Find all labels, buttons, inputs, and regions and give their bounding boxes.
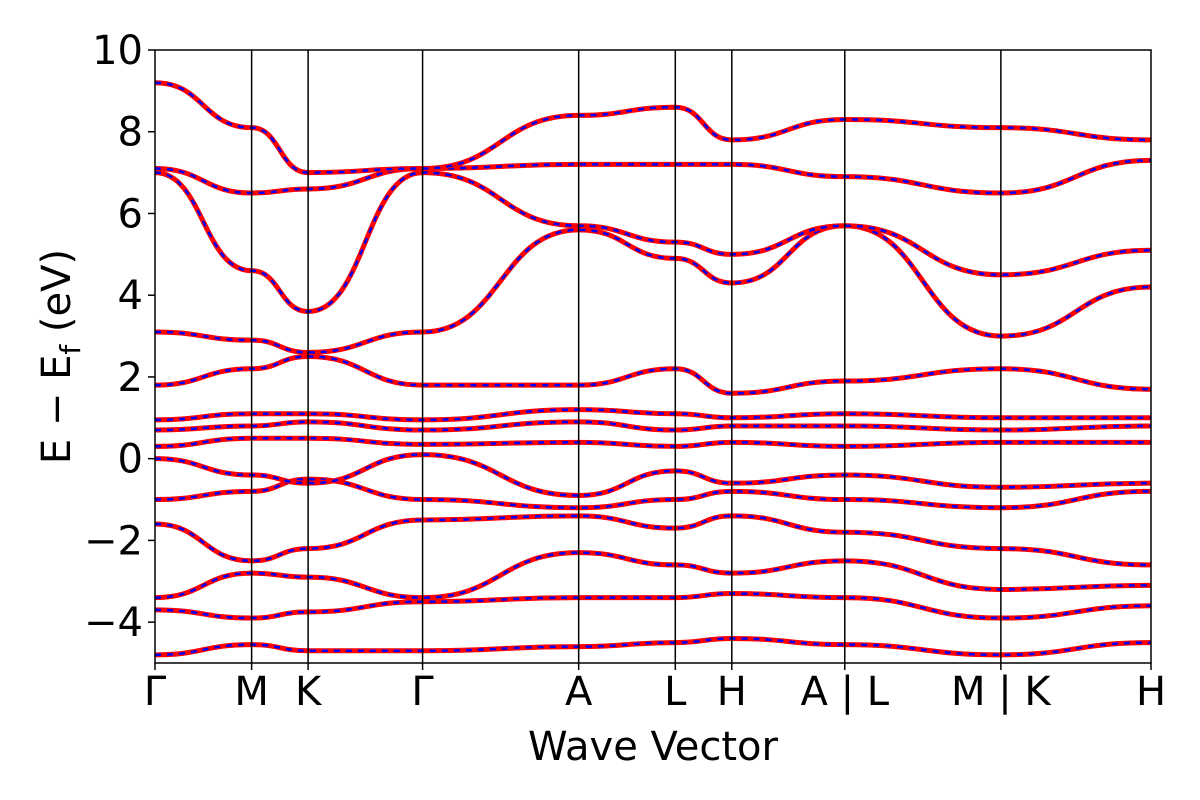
band-7-overlay <box>155 436 1151 448</box>
x-tick-label: M <box>234 669 269 715</box>
high-symmetry-lines <box>250 50 1002 663</box>
x-tick-label: H <box>1136 669 1166 715</box>
y-axis-label-unit: (eV) <box>34 249 80 345</box>
band-8-overlay <box>155 420 1151 432</box>
x-tick-label: L <box>664 669 687 715</box>
y-axis-label-subscript: f <box>54 344 87 355</box>
band-10-overlay <box>155 355 1151 395</box>
y-tick-label: 6 <box>118 191 143 237</box>
band-12-overlay <box>155 171 1151 313</box>
x-tick-label: H <box>717 669 747 715</box>
plot-frame <box>154 49 1152 664</box>
band-2-overlay <box>155 592 1151 620</box>
band-11-overlay <box>155 224 1151 354</box>
y-tick-label: −4 <box>84 600 143 646</box>
x-tick-label: M | K <box>951 669 1052 715</box>
band-9-overlay <box>155 408 1151 422</box>
band-4-overlay <box>155 514 1151 567</box>
x-tick-label: Γ <box>411 669 434 715</box>
y-tick-label: 8 <box>118 110 143 156</box>
y-tick-label: 0 <box>118 437 143 483</box>
x-tick-label: K <box>295 669 323 715</box>
band-13-overlay <box>155 159 1151 195</box>
band-1-overlay <box>155 637 1151 657</box>
x-tick-label: A <box>565 669 593 715</box>
y-tick-label: 2 <box>118 355 143 401</box>
band-3-overlay <box>155 551 1151 599</box>
y-tick-label: −2 <box>84 518 143 564</box>
x-tick-label: A | L <box>800 669 889 715</box>
y-axis-label: E − Ef (eV) <box>34 249 87 464</box>
x-axis-label: Wave Vector <box>528 724 779 770</box>
y-axis-label-main: E − E <box>34 355 80 465</box>
y-tick-label: 10 <box>92 28 143 74</box>
y-tick-label: 4 <box>118 273 143 319</box>
y-axis-ticks: −4 −2 0 2 4 6 8 10 <box>84 28 155 646</box>
x-tick-label: Γ <box>144 669 167 715</box>
band-6-overlay <box>155 453 1151 497</box>
band-14-overlay <box>155 81 1151 174</box>
bands-layer <box>155 80 1151 658</box>
